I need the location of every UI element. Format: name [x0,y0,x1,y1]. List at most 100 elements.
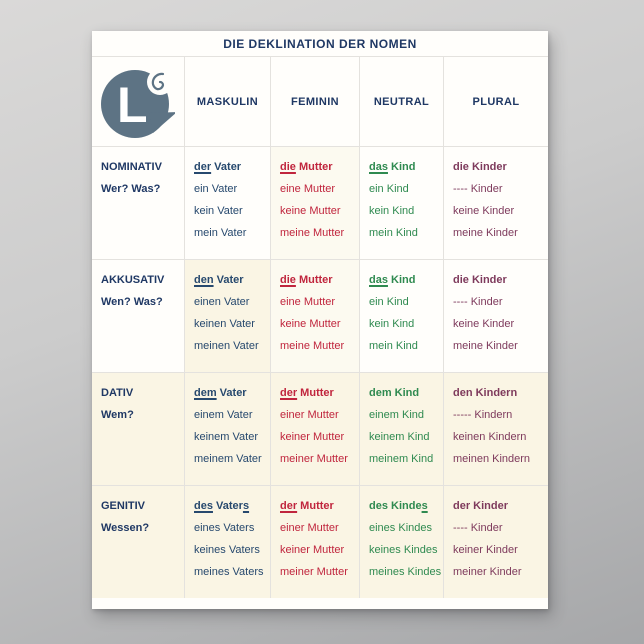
declined-form: keine Mutter [280,205,341,217]
declined-form: mein Kind [369,340,418,352]
cell-nominativ-feminin: die Mutter eine Mutter keine Mutter mein… [270,146,359,259]
case-name: DATIV [101,387,134,399]
declined-form: der Vater [194,161,242,173]
declined-form: einen Vater [194,296,250,308]
declined-form: dem Vater [194,387,247,399]
case-header-nominativ: NOMINATIV Wer? Was? [92,146,184,259]
declined-form: einer Mutter [280,522,339,534]
declined-form: ---- Kinder [453,296,503,308]
declined-form: keinem Vater [194,431,258,443]
cell-akkusativ-neutral: das Kind ein Kind kein Kind mein Kind [359,259,443,372]
declined-form: ein Vater [194,183,238,195]
declined-form: die Mutter [280,161,333,173]
column-header-plural: PLURAL [443,57,548,146]
declined-form: der Mutter [280,387,334,399]
declined-form: ein Kind [369,296,409,308]
poster: DIE DEKLINATION DER NOMEN L MASKULIN FEM… [92,31,548,609]
declined-form: des Vaters [194,500,250,512]
declined-form: keiner Kinder [453,544,518,556]
cell-genitiv-neutral: des Kindes eines Kindes keines Kindes me… [359,485,443,598]
declined-form: keinem Kind [369,431,430,443]
declined-form: dem Kind [369,387,420,399]
case-header-akkusativ: AKKUSATIV Wen? Was? [92,259,184,372]
cell-akkusativ-feminin: die Mutter eine Mutter keine Mutter mein… [270,259,359,372]
declined-form: einer Mutter [280,409,339,421]
declined-form: keine Kinder [453,318,515,330]
cell-nominativ-maskulin: der Vater ein Vater kein Vater mein Vate… [184,146,270,259]
declined-form: keines Kindes [369,544,438,556]
logo-letter: L [117,77,148,133]
declined-form: ein Kind [369,183,409,195]
declined-form: mein Kind [369,227,418,239]
declined-form: mein Vater [194,227,247,239]
column-header-maskulin: MASKULIN [184,57,270,146]
case-name: AKKUSATIV [101,274,165,286]
declined-form: meiner Mutter [280,566,348,578]
declined-form: meines Vaters [194,566,264,578]
cell-genitiv-maskulin: des Vaters eines Vaters keines Vaters me… [184,485,270,598]
logo-cell: L [92,57,184,146]
declined-form: den Kindern [453,387,518,399]
case-header-dativ: DATIV Wem? [92,372,184,485]
declined-form: meiner Mutter [280,453,348,465]
declined-form: des Kindes [369,500,428,512]
declined-form: kein Vater [194,205,243,217]
declined-form: die Mutter [280,274,333,286]
cell-genitiv-feminin: der Mutter einer Mutter keiner Mutter me… [270,485,359,598]
declined-form: meine Kinder [453,340,518,352]
declined-form: das Kind [369,274,416,286]
declined-form: kein Kind [369,205,415,217]
logo: L [101,68,175,138]
declined-form: meiner Kinder [453,566,522,578]
declined-form: ---- Kinder [453,522,503,534]
declined-form: keinen Vater [194,318,255,330]
spiral-icon [151,72,165,90]
logo-tail [149,111,175,133]
declined-form: keine Kinder [453,205,515,217]
case-question: Wessen? [101,522,150,534]
declined-form: den Vater [194,274,244,286]
declined-form: einem Kind [369,409,425,421]
declined-form: meine Mutter [280,227,345,239]
declined-form: die Kinder [453,274,507,286]
declined-form: keine Mutter [280,318,341,330]
case-question: Wer? Was? [101,183,161,195]
declined-form: meinen Kindern [453,453,531,465]
cell-dativ-neutral: dem Kind einem Kind keinem Kind meinem K… [359,372,443,485]
declined-form: meinem Vater [194,453,262,465]
cell-akkusativ-plural: die Kinder ---- Kinder keine Kinder mein… [443,259,548,372]
declined-form: kein Kind [369,318,415,330]
cell-nominativ-neutral: das Kind ein Kind kein Kind mein Kind [359,146,443,259]
declined-form: meines Kindes [369,566,442,578]
declined-form: das Kind [369,161,416,173]
case-question: Wem? [101,409,134,421]
declined-form: meinem Kind [369,453,434,465]
declined-form: meine Mutter [280,340,345,352]
cell-dativ-feminin: der Mutter einer Mutter keiner Mutter me… [270,372,359,485]
declined-form: einem Vater [194,409,253,421]
case-header-genitiv: GENITIV Wessen? [92,485,184,598]
declined-form: keines Vaters [194,544,260,556]
declined-form: eine Mutter [280,296,336,308]
case-question: Wen? Was? [101,296,163,308]
declined-form: der Kinder [453,500,509,512]
case-name: GENITIV [101,500,146,512]
declined-form: meinen Vater [194,340,259,352]
declined-form: der Mutter [280,500,334,512]
declined-form: ---- Kinder [453,183,503,195]
declined-form: eines Vaters [194,522,255,534]
declined-form: meine Kinder [453,227,518,239]
declined-form: ----- Kindern [453,409,513,421]
declined-form: eine Mutter [280,183,336,195]
cell-dativ-maskulin: dem Vater einem Vater keinem Vater meine… [184,372,270,485]
poster-title: DIE DEKLINATION DER NOMEN [92,31,548,57]
declined-form: keiner Mutter [280,431,345,443]
cell-dativ-plural: den Kindern ----- Kindern keinen Kindern… [443,372,548,485]
declined-form: die Kinder [453,161,507,173]
declension-table: L MASKULIN FEMININ NEUTRAL PLURAL NOMINA… [92,57,548,598]
declined-form: keiner Mutter [280,544,345,556]
cell-nominativ-plural: die Kinder ---- Kinder keine Kinder mein… [443,146,548,259]
column-header-feminin: FEMININ [270,57,359,146]
declined-form: keinen Kindern [453,431,527,443]
